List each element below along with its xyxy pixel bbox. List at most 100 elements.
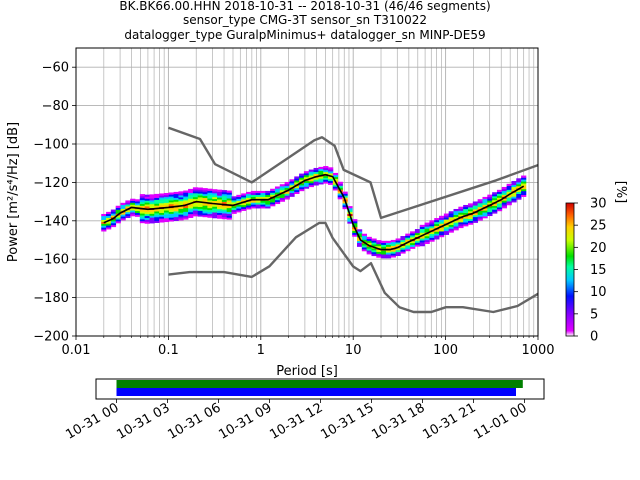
psd-cell bbox=[521, 181, 527, 184]
psd-cell bbox=[144, 194, 150, 197]
psd-cell bbox=[395, 238, 401, 241]
psd-cell bbox=[443, 228, 450, 232]
psd-cell bbox=[207, 213, 213, 216]
psd-cell bbox=[115, 209, 121, 212]
psd-cell bbox=[318, 182, 324, 185]
psd-cell bbox=[139, 203, 146, 206]
psd-cell bbox=[429, 233, 435, 236]
psd-cell bbox=[255, 206, 261, 209]
psd-cell bbox=[342, 193, 348, 196]
psd-cell bbox=[274, 197, 281, 201]
psd-cell bbox=[337, 187, 343, 190]
psd-cell bbox=[188, 213, 194, 217]
psd-cell bbox=[458, 212, 464, 215]
psd-cell bbox=[110, 209, 117, 212]
psd-cell bbox=[313, 173, 319, 176]
psd-cell bbox=[511, 188, 517, 191]
psd-cell bbox=[101, 223, 107, 226]
psd-cell bbox=[202, 203, 208, 206]
psd-cell bbox=[163, 208, 170, 211]
psd-cell bbox=[149, 205, 155, 209]
psd-cell bbox=[506, 201, 512, 204]
psd-cell bbox=[241, 199, 247, 202]
psd-cell bbox=[270, 192, 276, 195]
psd-cell bbox=[183, 205, 189, 209]
psd-cell bbox=[134, 214, 141, 217]
psd-cell bbox=[414, 240, 421, 243]
psd-cell bbox=[424, 239, 430, 243]
psd-cell bbox=[202, 191, 208, 195]
psd-cell bbox=[366, 246, 372, 249]
psd-cell bbox=[381, 256, 387, 259]
psd-cell bbox=[289, 188, 295, 192]
psd-cell bbox=[347, 206, 353, 209]
psd-cell bbox=[390, 255, 396, 258]
psd-cell bbox=[477, 201, 483, 204]
psd-cell bbox=[405, 237, 411, 240]
psd-cell bbox=[197, 202, 203, 206]
psd-cell bbox=[134, 208, 141, 212]
chart-title-line-1: BK.BK66.00.HHN 2018-10-31 -- 2018-10-31 … bbox=[119, 0, 490, 13]
psd-cell bbox=[212, 191, 218, 194]
psd-cell bbox=[231, 205, 237, 209]
psd-cell bbox=[506, 183, 512, 187]
psd-cell bbox=[106, 221, 112, 224]
psd-cell bbox=[313, 179, 319, 182]
psd-cell bbox=[501, 200, 507, 203]
psd-cell bbox=[424, 224, 430, 227]
psd-cell bbox=[163, 196, 170, 200]
psd-cell bbox=[477, 204, 483, 208]
psd-cell bbox=[323, 169, 329, 173]
psd-cell bbox=[226, 196, 232, 199]
psd-cell bbox=[308, 179, 314, 182]
psd-cell bbox=[284, 183, 290, 187]
psd-cell bbox=[303, 173, 310, 176]
psd-cell bbox=[154, 211, 160, 214]
colorbar bbox=[565, 202, 575, 337]
psd-cell bbox=[192, 210, 199, 213]
psd-cell bbox=[274, 188, 281, 191]
psd-cell bbox=[496, 191, 503, 194]
psd-cell bbox=[212, 198, 218, 201]
psd-cell bbox=[371, 244, 377, 247]
psd-cell bbox=[439, 219, 445, 222]
psd-cell bbox=[163, 217, 170, 221]
psd-cell bbox=[260, 200, 266, 203]
psd-cell bbox=[381, 250, 387, 253]
psd-cell bbox=[159, 203, 165, 206]
psd-cell bbox=[250, 190, 257, 194]
psd-cell bbox=[376, 243, 382, 247]
psd-cell bbox=[405, 233, 411, 236]
y-tick-label: −60 bbox=[42, 61, 69, 76]
psd-cell bbox=[265, 206, 271, 209]
psd-cell bbox=[110, 224, 117, 228]
psd-cell bbox=[183, 211, 189, 214]
psd-cell bbox=[197, 189, 203, 192]
psd-cell bbox=[217, 214, 223, 217]
psd-cell bbox=[443, 213, 450, 216]
psd-cell bbox=[115, 211, 121, 214]
psd-cell bbox=[458, 214, 464, 217]
y-tick-label: −80 bbox=[42, 99, 69, 114]
psd-cell bbox=[487, 206, 493, 209]
psd-cell bbox=[241, 193, 247, 196]
psd-cell bbox=[410, 240, 416, 244]
psd-cell bbox=[318, 168, 324, 172]
psd-cell bbox=[255, 202, 261, 205]
psd-cell bbox=[279, 197, 285, 200]
low-noise-model-line bbox=[168, 221, 538, 314]
x-tick-label: 0.1 bbox=[158, 343, 179, 358]
psd-cell bbox=[178, 202, 184, 206]
psd-cell bbox=[207, 211, 213, 214]
psd-cell bbox=[342, 206, 348, 210]
timeline-tick-label: 10-31 18 bbox=[369, 400, 427, 442]
psd-cell bbox=[395, 253, 401, 256]
psd-cell bbox=[361, 233, 368, 236]
psd-cell bbox=[217, 216, 223, 219]
psd-cell bbox=[501, 194, 507, 197]
psd-cell bbox=[313, 181, 319, 184]
psd-cell bbox=[212, 196, 218, 200]
psd-cell bbox=[424, 237, 430, 241]
psd-cell bbox=[163, 219, 170, 223]
